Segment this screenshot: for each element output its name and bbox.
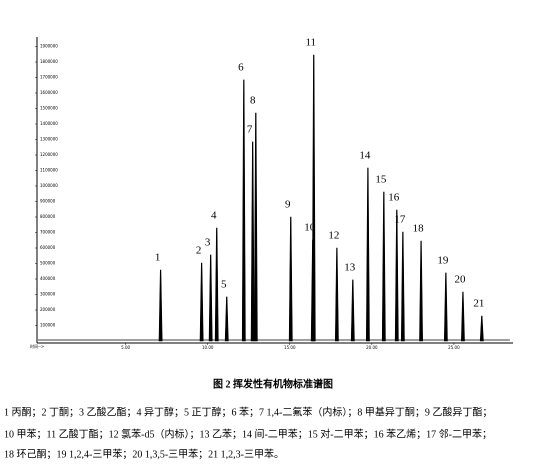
y-tick-label: 800000 <box>40 214 56 219</box>
y-tick-label: 300000 <box>40 292 56 297</box>
peak-label: 8 <box>250 95 256 107</box>
peak <box>394 209 399 342</box>
peak-label: 5 <box>221 279 227 291</box>
peak <box>288 216 293 342</box>
y-tick-label: 200000 <box>40 307 56 312</box>
peak <box>253 112 258 342</box>
peak <box>400 231 405 342</box>
peak-label: 10 <box>304 221 316 233</box>
peak-label: 16 <box>388 192 400 204</box>
y-tick-label: 400000 <box>40 276 56 281</box>
peak-label: 1 <box>155 252 161 264</box>
y-tick-label: 100000 <box>40 323 56 328</box>
peak <box>199 262 204 342</box>
peak <box>311 54 316 342</box>
x-tick-label: 20.00 <box>366 345 378 350</box>
y-tick-label: 1200000 <box>40 152 58 157</box>
y-tick-label: 1600000 <box>40 90 58 95</box>
peak-label: 18 <box>413 223 425 235</box>
peak <box>365 167 370 342</box>
peak <box>158 269 163 342</box>
y-tick-label: 1800000 <box>40 59 58 64</box>
peak <box>334 247 339 342</box>
y-tick-label: 1400000 <box>40 121 58 126</box>
peak <box>381 191 386 342</box>
peak-label: 2 <box>196 245 202 257</box>
peak-label: 21 <box>473 298 484 310</box>
peak <box>479 315 484 342</box>
x-tick-label: 5.00 <box>121 345 130 350</box>
peak-label: 7 <box>247 124 253 136</box>
x-axis-label: 时间--> <box>30 343 44 349</box>
peak <box>208 254 213 342</box>
y-tick-label: 1500000 <box>40 106 58 111</box>
y-tick-label: 1300000 <box>40 137 58 142</box>
y-tick-label: 500000 <box>40 261 56 266</box>
y-tick-label: 900000 <box>40 199 56 204</box>
legend-line: 10 甲苯；11 乙酸丁酯；12 氯苯-d5（内标）；13 乙苯；14 间-二甲… <box>4 427 492 440</box>
peak-label: 15 <box>375 174 387 186</box>
x-tick-label: 15.00 <box>284 345 296 350</box>
peak <box>241 79 246 342</box>
peak <box>224 296 229 342</box>
y-tick-label: 1100000 <box>40 168 58 173</box>
peak-label: 6 <box>238 62 244 74</box>
peak-label: 20 <box>454 274 466 286</box>
peak <box>350 279 355 342</box>
peak-label: 14 <box>359 150 371 162</box>
peak-label: 3 <box>205 237 211 249</box>
x-tick-label: 10.00 <box>202 345 214 350</box>
peak <box>419 240 423 342</box>
figure-caption: 图 2 挥发性有机物标准谱图 <box>213 377 333 390</box>
peak-label: 4 <box>211 210 217 222</box>
peak-label: 12 <box>328 230 339 242</box>
peak-label: 17 <box>394 214 406 226</box>
peak <box>250 141 255 342</box>
peak-label: 9 <box>285 199 291 211</box>
x-tick-label: 25.00 <box>448 345 460 350</box>
peak <box>214 227 219 342</box>
y-tick-label: 600000 <box>40 245 56 250</box>
y-tick-label: 1000000 <box>40 183 58 188</box>
peak <box>461 291 465 342</box>
peak-label: 11 <box>305 37 316 49</box>
y-tick-label: 700000 <box>40 230 56 235</box>
legend-line: 18 环己酮；19 1,2,4-三甲苯；20 1,3,5-三甲苯；21 1,2,… <box>4 447 284 460</box>
legend-line: 1 丙酮；2 丁酮；3 乙酸乙酯；4 异丁醇；5 正丁醇；6 苯；7 1,4-二… <box>4 405 492 418</box>
y-tick-label: 1900000 <box>40 44 58 49</box>
y-tick-label: 1700000 <box>40 75 58 80</box>
peak-label: 19 <box>437 254 449 266</box>
peak-label: 13 <box>344 261 356 273</box>
peak <box>443 272 448 342</box>
